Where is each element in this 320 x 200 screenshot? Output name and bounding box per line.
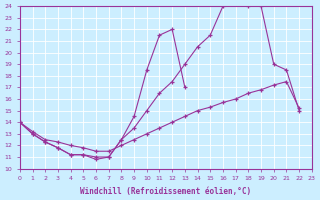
- X-axis label: Windchill (Refroidissement éolien,°C): Windchill (Refroidissement éolien,°C): [80, 187, 252, 196]
